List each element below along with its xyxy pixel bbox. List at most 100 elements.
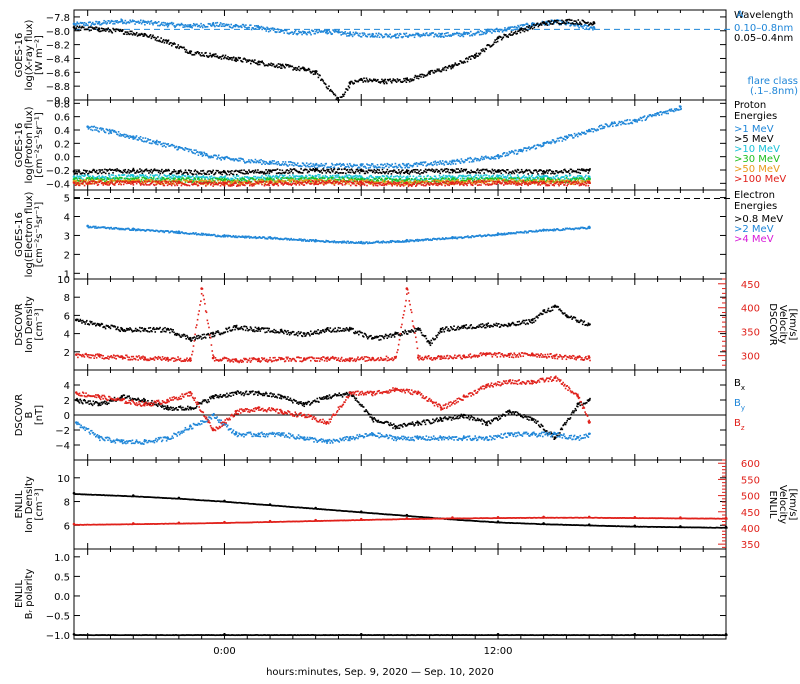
y-tick-label: 0.6 [54, 113, 70, 124]
data-point [563, 21, 565, 23]
data-point [167, 175, 169, 177]
data-point [500, 170, 502, 172]
data-point [129, 34, 131, 36]
data-point [99, 171, 101, 173]
data-point [370, 165, 372, 167]
data-point [334, 179, 336, 181]
data-point [151, 177, 153, 179]
data-point [468, 33, 470, 35]
data-point [576, 134, 578, 136]
data-point [137, 170, 139, 172]
data-point [603, 127, 605, 129]
data-point [151, 143, 153, 145]
data-point [147, 179, 149, 181]
data-point [326, 172, 328, 174]
data-point [155, 39, 157, 41]
data-point [78, 23, 80, 25]
data-point [579, 21, 581, 23]
data-point [235, 170, 237, 172]
data-point [521, 169, 523, 171]
data-point [403, 163, 405, 165]
data-point [505, 155, 507, 157]
data-point [558, 140, 560, 142]
data-marker [132, 135, 135, 138]
data-point [355, 175, 357, 177]
data-point [343, 95, 345, 97]
data-point [459, 175, 461, 177]
data-point [252, 170, 254, 172]
data-point [345, 33, 347, 35]
data-point [327, 170, 329, 172]
data-point [332, 92, 334, 94]
data-point [420, 169, 422, 171]
data-point [337, 169, 339, 171]
data-point [278, 172, 280, 174]
data-point [173, 169, 175, 171]
data-point [227, 56, 229, 58]
data-point [483, 175, 485, 177]
data-point [540, 144, 542, 146]
data-point [237, 180, 239, 182]
data-point [89, 177, 91, 179]
data-point [264, 163, 266, 165]
data-point [399, 79, 401, 81]
data-point [537, 23, 539, 25]
data-point [352, 175, 354, 177]
data-point [294, 68, 296, 70]
data-point [292, 31, 294, 33]
data-point [395, 176, 397, 178]
data-point [574, 178, 576, 180]
data-marker [257, 61, 260, 64]
data-point [332, 175, 334, 177]
data-point [204, 55, 206, 57]
data-point [248, 27, 250, 29]
data-point [220, 157, 222, 159]
data-point [76, 175, 78, 177]
data-point [130, 33, 132, 35]
data-point [258, 162, 260, 164]
data-point [483, 169, 485, 171]
data-point [309, 32, 311, 34]
data-point [312, 170, 314, 172]
data-point [277, 168, 279, 170]
data-point [363, 77, 365, 79]
data-point [511, 26, 513, 28]
data-point [168, 181, 170, 183]
data-point [577, 179, 579, 181]
data-point [395, 163, 397, 165]
data-point [456, 168, 458, 170]
data-point [220, 22, 222, 24]
data-point [317, 179, 319, 181]
data-point [531, 174, 533, 176]
data-point [188, 181, 190, 183]
data-point [173, 23, 175, 25]
data-point [352, 165, 354, 167]
data-point [105, 21, 107, 23]
data-point [436, 164, 438, 166]
data-point [471, 161, 473, 163]
data-point [423, 176, 425, 178]
data-point [124, 182, 126, 184]
data-point [435, 33, 437, 35]
data-point [139, 168, 141, 170]
y-tick-label: −8.2 [46, 41, 70, 52]
data-point [154, 185, 156, 187]
data-marker [497, 36, 500, 39]
data-point [261, 29, 263, 31]
data-point [353, 32, 355, 34]
data-point [194, 169, 196, 171]
data-point [523, 175, 525, 177]
data-point [412, 171, 414, 173]
data-point [422, 74, 424, 76]
data-point [406, 33, 408, 35]
data-point [239, 57, 241, 59]
data-point [344, 91, 346, 93]
data-point [286, 177, 288, 179]
data-point [543, 173, 545, 175]
data-marker [314, 163, 317, 166]
data-point [446, 35, 448, 37]
data-marker [314, 71, 317, 74]
data-point [163, 177, 165, 179]
